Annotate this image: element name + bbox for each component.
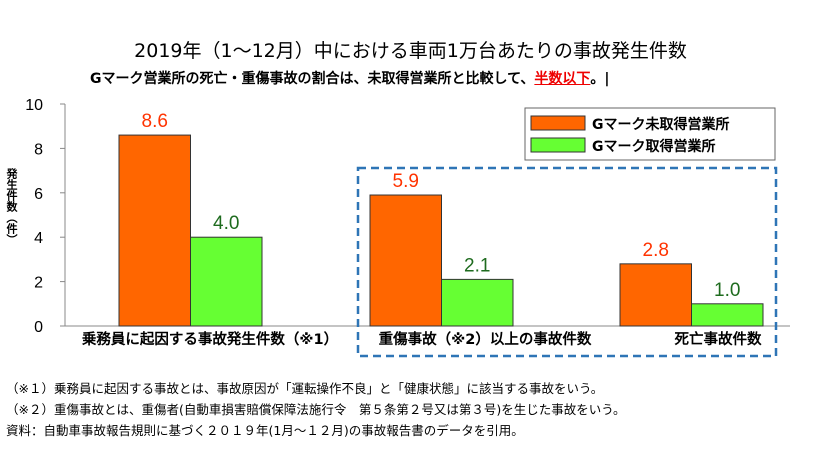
category-label: 死亡事故件数 — [675, 330, 762, 348]
data-label: 5.9 — [393, 171, 419, 192]
bar-no-g-mark — [619, 263, 692, 327]
y-tick-label: 2 — [34, 275, 43, 292]
source-note: 資料：自動車事故報告規則に基づく２０１９年(1月～１２月)の事故報告書のデータを… — [6, 423, 524, 438]
bar-g-mark — [190, 236, 263, 327]
bar-g-mark — [691, 303, 764, 327]
bar-no-g-mark — [369, 194, 442, 327]
category-label: 乗務員に起因する事故発生件数（※1） — [82, 330, 338, 348]
y-axis-label: 発生件数（件） — [5, 168, 18, 245]
bar-g-mark — [441, 278, 514, 327]
chart-subtitle: Gマーク営業所の死亡・重傷事故の割合は、未取得営業所と比較して、半数以下。| — [90, 68, 610, 88]
subtitle-text: Gマーク営業所の死亡・重傷事故の割合は、未取得営業所と比較して、 — [90, 71, 535, 87]
legend-label: Gマーク未取得営業所 — [592, 116, 730, 133]
y-tick-label: 4 — [34, 230, 43, 247]
highlight-box — [356, 166, 778, 358]
footnote-1: （※１）乗務員に起因する事故とは、事故原因が「運転操作不良」と「健康状態」に該当… — [6, 381, 604, 396]
chart-title: 2019年（1～12月）中における車両1万台あたりの事故発生件数 — [134, 40, 687, 62]
data-label: 2.1 — [464, 255, 490, 276]
bar-no-g-mark — [118, 134, 191, 327]
category-label: 重傷事故（※2）以上の事故件数 — [379, 330, 592, 348]
footnote-2: （※２）重傷事故とは、重傷者(自動車損害賠償保障法施行令 第５条第２号又は第３号… — [6, 402, 626, 417]
y-tick-label: 6 — [34, 186, 43, 203]
legend-swatch — [530, 137, 586, 153]
subtitle-highlight: 半数以下 — [534, 71, 591, 87]
y-tick-label: 0 — [34, 319, 43, 336]
legend-swatch — [530, 115, 586, 131]
subtitle-end: 。| — [590, 71, 610, 87]
data-label: 1.0 — [714, 280, 740, 301]
y-tick-label: 8 — [34, 141, 43, 158]
legend-label: Gマーク取得営業所 — [592, 138, 716, 155]
data-label: 2.8 — [643, 240, 669, 261]
y-tick-label: 10 — [25, 97, 43, 114]
data-label: 4.0 — [213, 213, 239, 234]
data-label: 8.6 — [142, 111, 168, 132]
